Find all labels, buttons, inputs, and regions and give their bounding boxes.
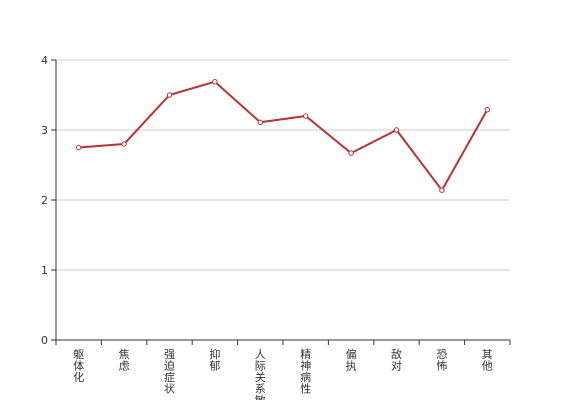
y-tick-label: 1: [41, 264, 48, 277]
x-tick-label: 偏执: [346, 347, 357, 373]
x-tick-label: 其他: [482, 348, 493, 373]
y-tick-label: 0: [41, 334, 48, 347]
data-point-2[interactable]: [166, 92, 173, 98]
x-tick-label: 敌对: [391, 347, 402, 373]
series: [76, 79, 490, 193]
data-point-7[interactable]: [393, 127, 400, 133]
x-tick-label: 焦虑: [119, 348, 130, 373]
data-point-0[interactable]: [76, 144, 82, 151]
y-tick-label: 3: [41, 124, 48, 137]
y-tick-label: 4: [41, 54, 48, 67]
y-tick-labels: 0 1 2 3 4: [41, 54, 48, 347]
y-tick-label: 2: [41, 194, 48, 207]
data-point-3[interactable]: [212, 79, 218, 85]
x-tick-label: 人际关系敏感: [255, 348, 266, 400]
x-tick-label: 抑郁: [209, 347, 220, 373]
x-tick-label: 恐怖: [436, 348, 447, 373]
data-point-1[interactable]: [121, 141, 127, 147]
data-point-9[interactable]: [484, 107, 490, 113]
x-tick-label: 躯体化: [73, 348, 84, 384]
x-tick-label: 精神病性: [300, 348, 311, 396]
data-point-5[interactable]: [303, 113, 309, 119]
x-tick-label: 强迫症状: [164, 348, 175, 396]
data-point-6[interactable]: [348, 150, 354, 156]
gridlines: [56, 59, 510, 271]
x-tick-labels: 躯体化 焦虑 强迫症状 抑郁 人际关系敏感 精神病性 偏执 敌对 恐怖 其他: [73, 347, 493, 404]
axes: [51, 59, 511, 345]
data-point-4[interactable]: [257, 119, 263, 126]
data-point-8[interactable]: [439, 187, 445, 193]
series-line: [78, 80, 489, 192]
